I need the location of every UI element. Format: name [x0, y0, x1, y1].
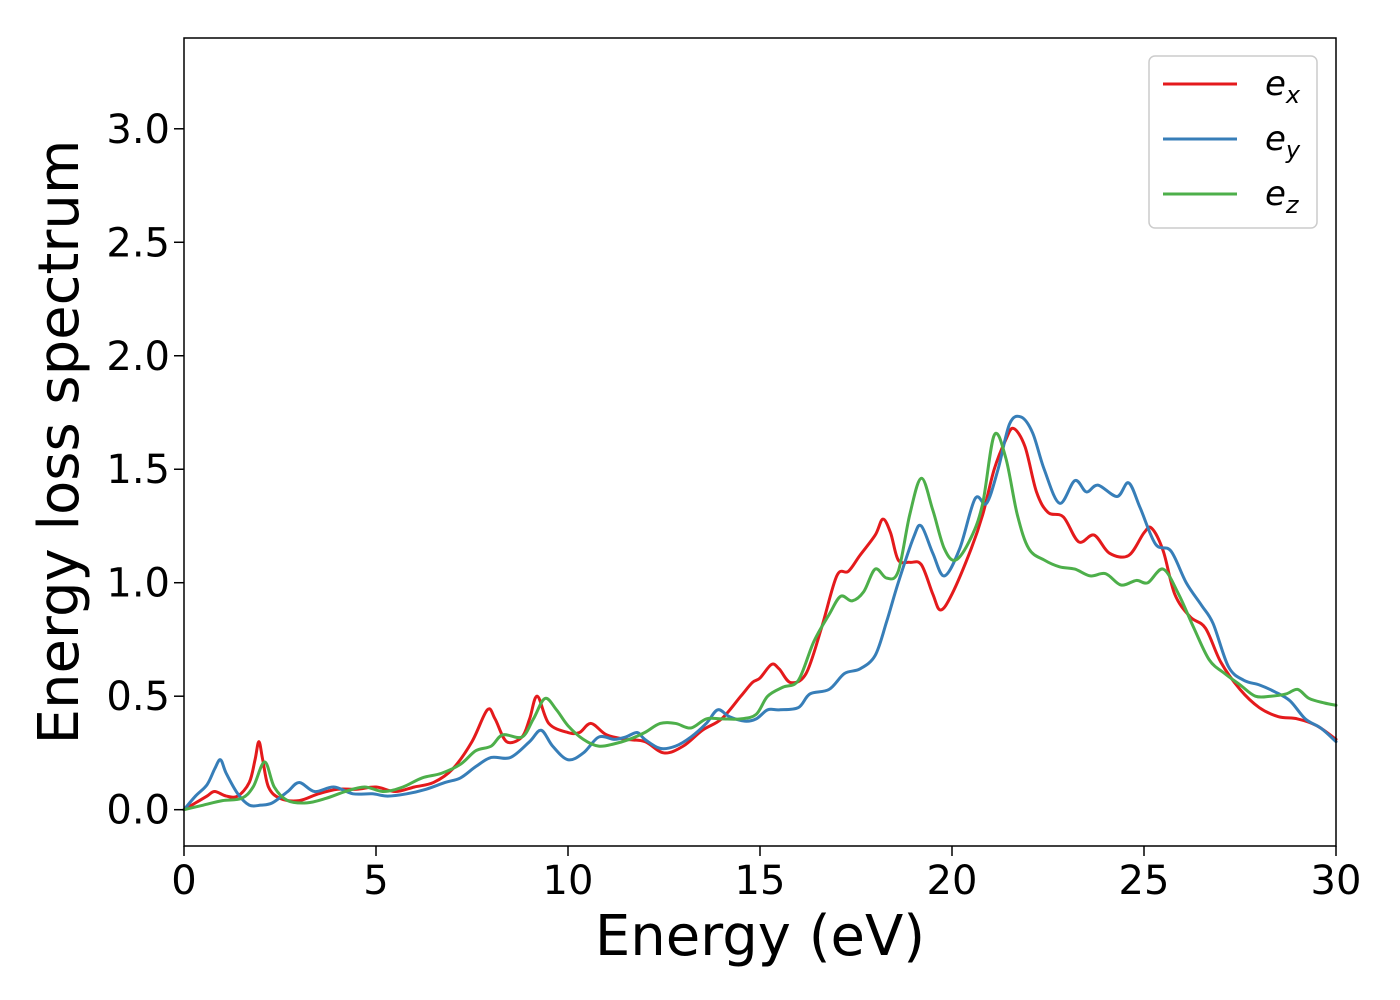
x-tick-label: 20 — [927, 858, 978, 904]
x-tick-label: 30 — [1311, 858, 1362, 904]
series-line-ey — [182, 414, 1338, 812]
y-axis-label: Energy loss spectrum — [27, 140, 92, 745]
series-line-ex — [182, 426, 1338, 812]
x-tick-label: 0 — [171, 858, 196, 904]
x-tick-label: 10 — [543, 858, 594, 904]
x-tick-label: 15 — [735, 858, 786, 904]
legend-box — [1148, 55, 1318, 229]
x-axis-ticks: 0 5 10 15 20 25 30 — [171, 846, 1361, 904]
x-tick-label: 5 — [363, 858, 388, 904]
y-tick-label: 1.0 — [106, 561, 170, 607]
y-tick-label: 1.5 — [106, 447, 170, 493]
y-tick-label: 2.5 — [106, 220, 170, 266]
y-tick-label: 2.0 — [106, 334, 170, 380]
y-tick-label: 3.0 — [106, 107, 170, 153]
series-layer — [182, 414, 1338, 812]
y-axis-ticks: 0.0 0.5 1.0 1.5 2.0 2.5 3.0 — [106, 107, 184, 834]
y-tick-label: 0.0 — [106, 788, 170, 834]
x-axis-label: Energy (eV) — [595, 904, 925, 969]
x-tick-label: 25 — [1119, 858, 1170, 904]
series-line-ez — [182, 431, 1338, 812]
y-tick-label: 0.5 — [106, 674, 170, 720]
